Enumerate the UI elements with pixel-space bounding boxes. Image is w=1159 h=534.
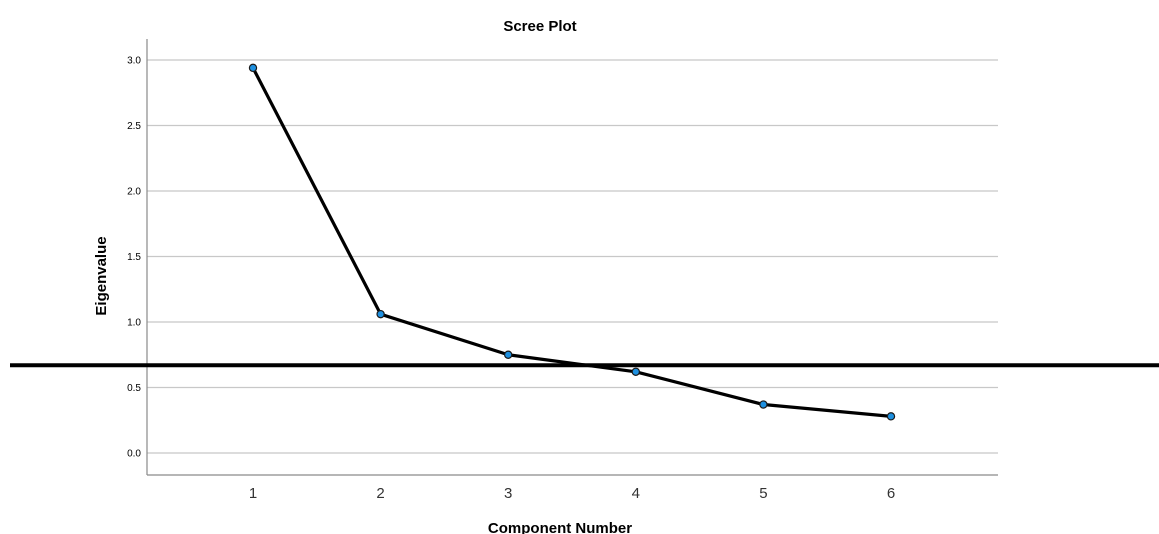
x-tick-label: 2 [376, 485, 384, 502]
data-point-marker [504, 350, 513, 359]
data-point-marker [376, 309, 385, 319]
chart-title: Scree Plot [503, 18, 576, 35]
y-tick-label: 2.0 [127, 187, 141, 198]
y-tick-label: 3.0 [127, 56, 141, 67]
y-tick-label: 0.0 [127, 449, 141, 460]
grid-lines [147, 59, 998, 454]
x-axis-label: Component Number [488, 520, 632, 534]
y-axis-ticks: 0.0 0.5 1.0 1.5 2.0 2.5 3.0 [127, 56, 141, 460]
x-axis-ticks: 1 2 3 4 5 6 [249, 485, 895, 502]
data-point-marker [248, 63, 258, 73]
data-point-marker [759, 400, 768, 409]
x-tick-label: 4 [632, 485, 640, 502]
y-axis-label: Eigenvalue [93, 236, 110, 315]
data-point-marker [886, 412, 896, 421]
y-tick-label: 1.5 [127, 252, 141, 263]
x-tick-label: 3 [504, 485, 512, 502]
y-tick-label: 1.0 [127, 318, 141, 329]
y-tick-label: 0.5 [127, 383, 141, 394]
data-point-marker [631, 367, 641, 376]
y-tick-label: 2.5 [127, 121, 141, 132]
x-tick-label: 1 [249, 485, 257, 502]
x-tick-label: 6 [887, 485, 895, 502]
x-tick-label: 5 [759, 485, 767, 502]
